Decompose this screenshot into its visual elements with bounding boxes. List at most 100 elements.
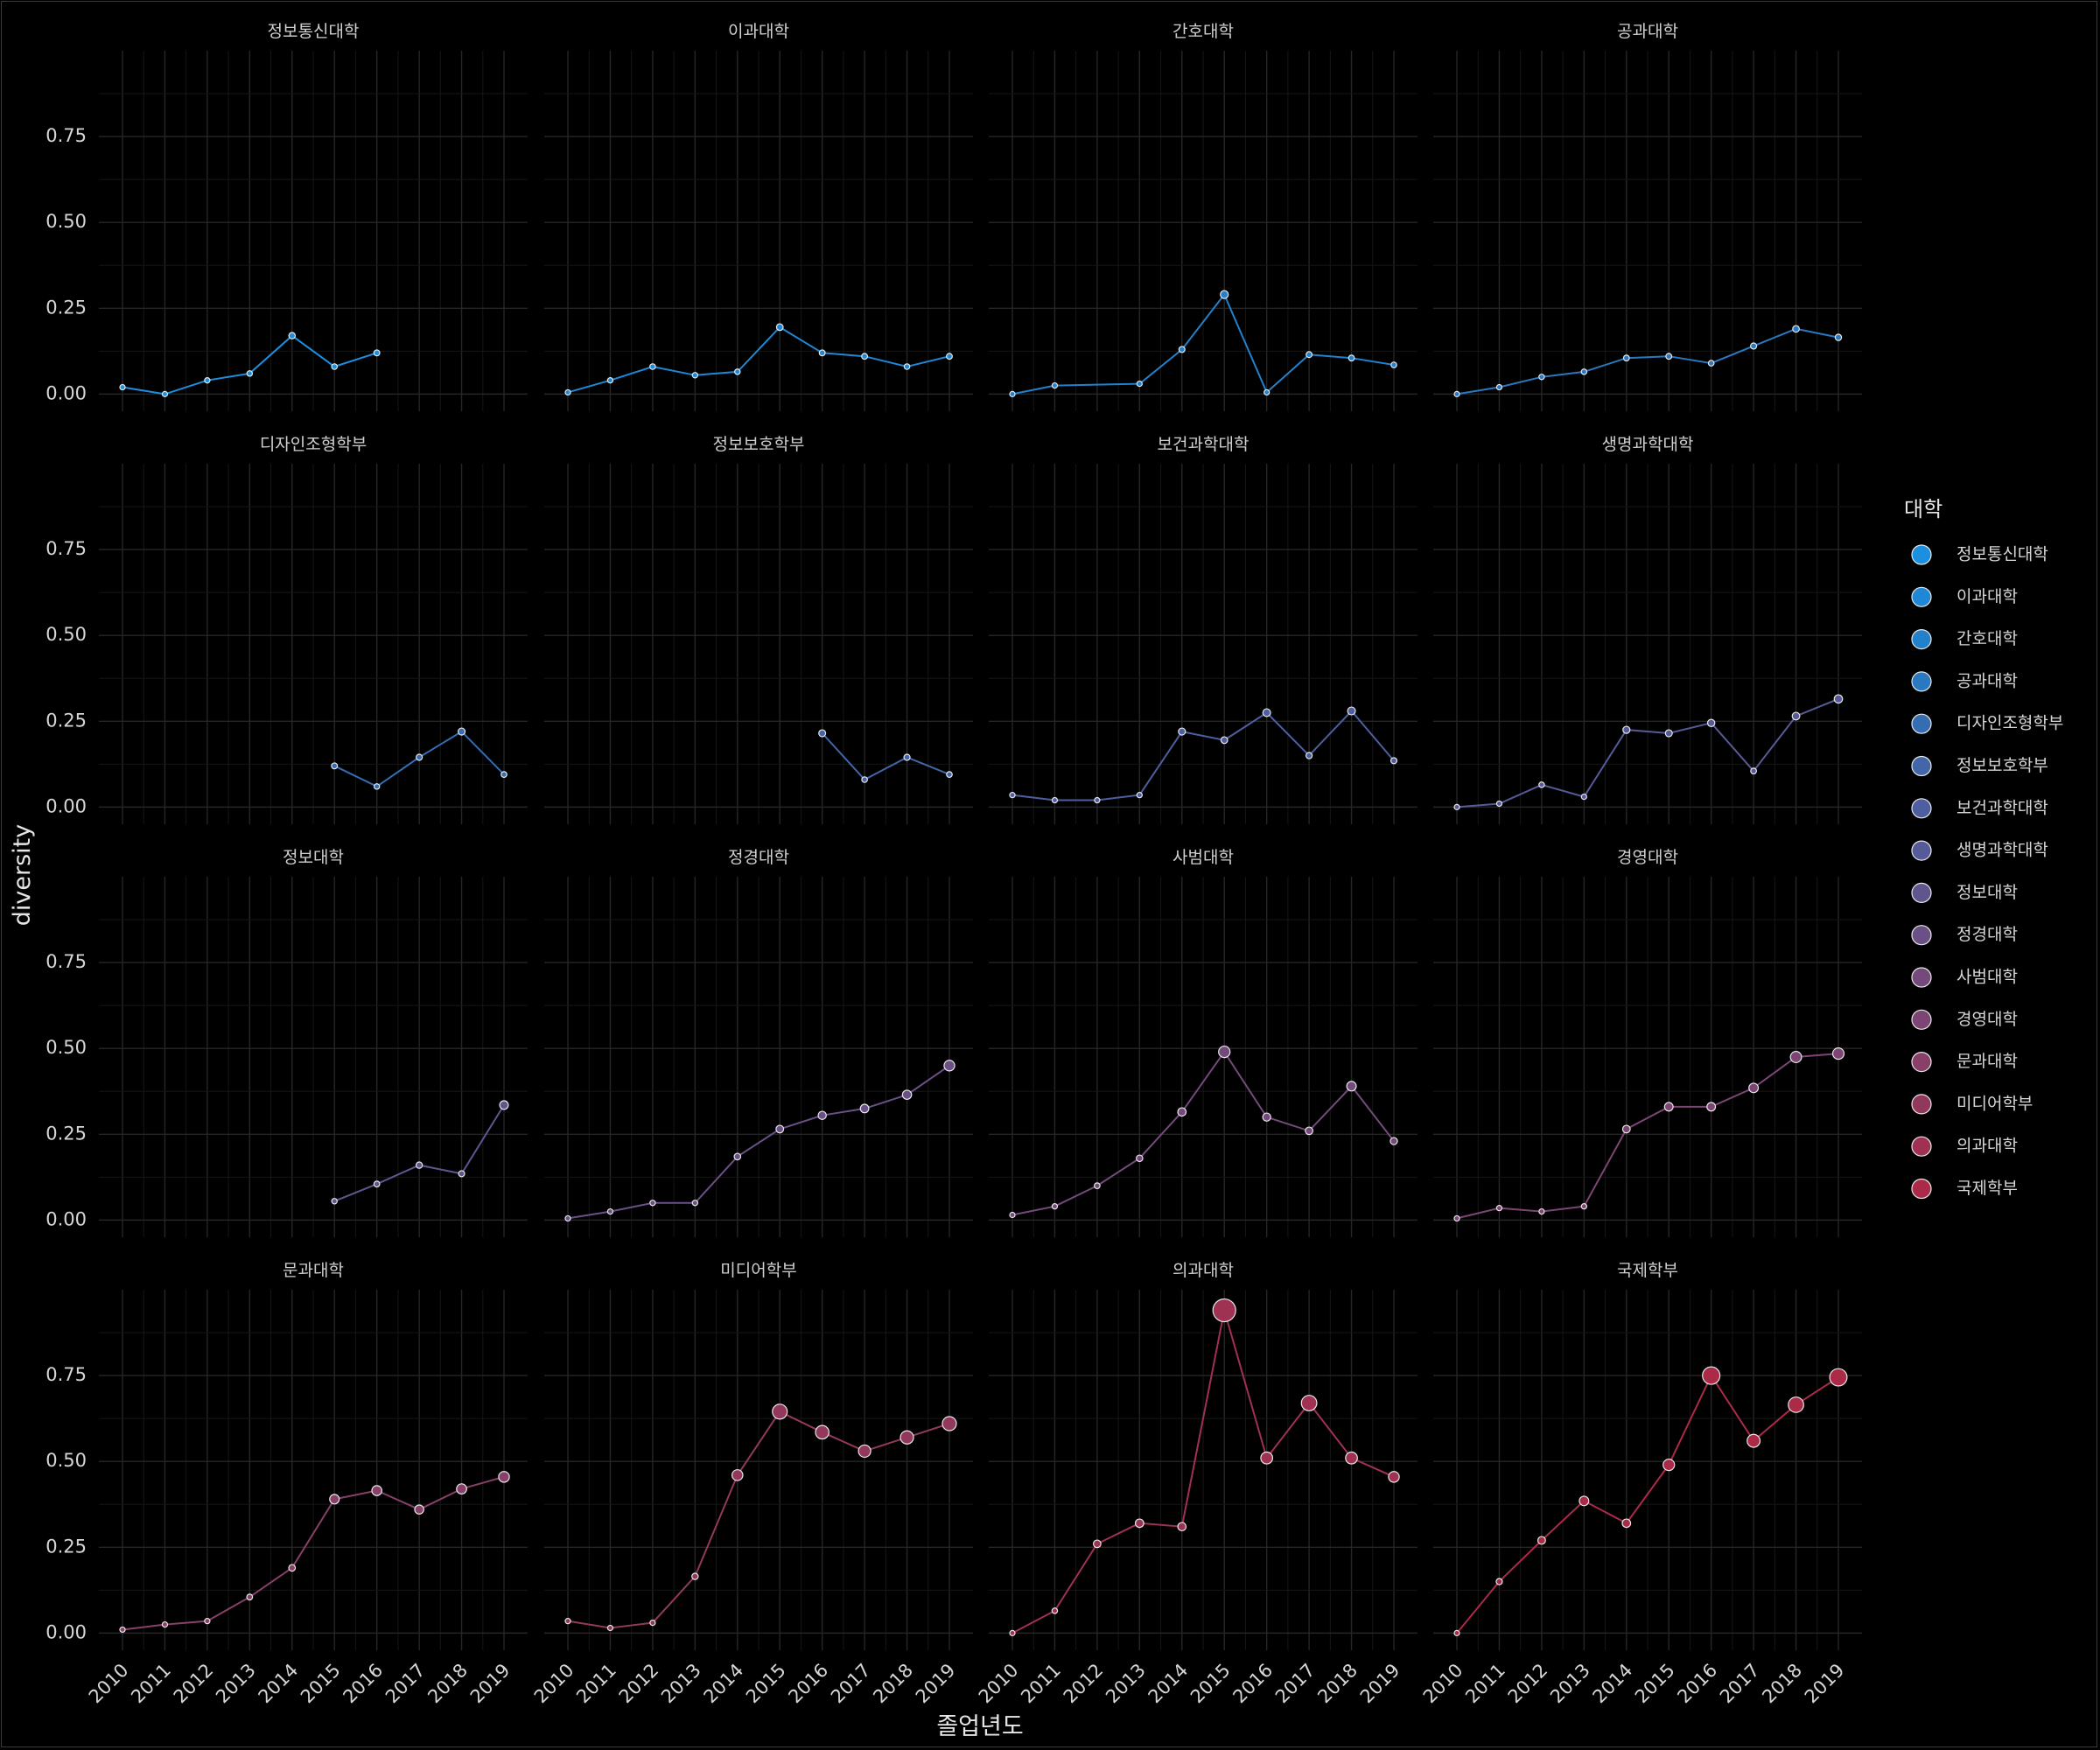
data-point [119, 1626, 126, 1634]
facet-panel: 공과대학 [1433, 22, 1862, 411]
data-point [1746, 1433, 1761, 1448]
facet-title: 생명과학대학 [1602, 435, 1694, 454]
data-point [1345, 1451, 1358, 1465]
facet-title: 문과대학 [283, 1261, 344, 1280]
series-line [567, 1064, 950, 1220]
legend: 대학 정보통신대학이과대학간호대학공과대학디자인조형학부정보보호학부보건과학대학… [1904, 497, 2063, 1200]
data-point [1390, 361, 1397, 368]
data-point [775, 323, 784, 332]
x-tick-label: 2015 [1186, 1660, 1235, 1708]
data-point [691, 1200, 699, 1207]
data-point [1136, 791, 1143, 799]
x-tick-label: 2011 [572, 1660, 620, 1708]
facet-title: 간호대학 [1172, 22, 1234, 41]
data-point [1178, 346, 1186, 354]
legend-item: 정경대학 [1911, 925, 2018, 946]
data-point [416, 753, 424, 761]
legend-key [1911, 967, 1932, 988]
data-point [901, 1089, 913, 1100]
data-point [1495, 383, 1503, 391]
data-point [1789, 1051, 1802, 1063]
data-point [818, 349, 826, 357]
data-point [942, 1416, 957, 1432]
legend-label: 정보대학 [1956, 883, 2018, 902]
x-tick-label: 2017 [827, 1660, 875, 1708]
facet-title: 공과대학 [1617, 22, 1678, 41]
data-point [1788, 1396, 1804, 1413]
legend-label: 정보통신대학 [1956, 545, 2048, 564]
legend-title: 대학 [1904, 497, 1942, 522]
legend-key [1911, 1136, 1932, 1157]
data-point [946, 353, 953, 360]
data-point [1094, 796, 1101, 804]
data-point [1305, 1126, 1313, 1136]
data-point [1262, 708, 1271, 718]
data-point [1580, 368, 1588, 375]
x-tick-label: 2012 [170, 1660, 218, 1708]
data-point [415, 1161, 424, 1169]
x-tick-label: 2016 [1673, 1660, 1721, 1708]
data-point [1305, 752, 1313, 760]
x-tick-label: 2017 [382, 1660, 430, 1708]
legend-key [1911, 586, 1932, 607]
legend-item: 경영대학 [1911, 1009, 2018, 1030]
data-point [1134, 1518, 1144, 1529]
data-point [775, 1124, 785, 1134]
facet-title: 사범대학 [1172, 848, 1234, 867]
x-tick-label: 2018 [1313, 1660, 1362, 1708]
legend-item: 보건과학대학 [1911, 798, 2048, 819]
series-line [567, 326, 950, 394]
y-tick-label: 0.75 [46, 1364, 87, 1385]
data-point [119, 383, 126, 391]
legend-key [1911, 882, 1932, 904]
x-tick-label: 2013 [1102, 1660, 1150, 1708]
data-point [1538, 374, 1545, 381]
x-tick-label: 2015 [742, 1660, 790, 1708]
data-point [859, 1103, 870, 1114]
legend-key [1911, 925, 1932, 946]
data-point [1051, 1203, 1059, 1210]
legend-label: 디자인조형학부 [1956, 714, 2063, 733]
data-point [818, 729, 827, 738]
legend-key [1911, 628, 1932, 650]
data-point [246, 1593, 254, 1601]
y-tick-label: 0.25 [46, 1123, 87, 1144]
data-point [373, 1180, 381, 1188]
data-point [204, 377, 211, 384]
legend-item: 정보통신대학 [1911, 544, 2048, 565]
facet-panel: 국제학부 201020112012201320142015201620172018… [1419, 1261, 1862, 1707]
data-point [1536, 1536, 1546, 1545]
legend-item: 정보보호학부 [1911, 755, 2048, 777]
y-tick-label: 0.75 [46, 125, 87, 146]
series-line [1456, 1374, 1839, 1634]
data-point [1306, 351, 1313, 359]
x-tick-label: 2017 [1271, 1660, 1320, 1708]
y-tick-label: 0.25 [46, 297, 87, 318]
data-point [1009, 791, 1016, 799]
legend-item: 미디어학부 [1911, 1094, 2033, 1115]
x-tick-label: 2011 [1461, 1660, 1509, 1708]
legend-item: 간호대학 [1911, 628, 2018, 650]
legend-item: 디자인조형학부 [1911, 713, 2063, 734]
legend-item: 이과대학 [1911, 586, 2018, 607]
facet-title: 국제학부 [1617, 1261, 1678, 1280]
data-point [1009, 1211, 1016, 1219]
data-point [414, 1504, 424, 1515]
x-tick-label: 2011 [127, 1660, 175, 1708]
x-tick-label: 2016 [784, 1660, 832, 1708]
facet-panel: 정경대학 [544, 848, 973, 1237]
data-point [498, 1471, 510, 1483]
data-point [1348, 354, 1355, 362]
data-point [1177, 1107, 1187, 1117]
data-point [1495, 1204, 1503, 1212]
x-tick-label: 2010 [1419, 1660, 1467, 1708]
data-point [1621, 1124, 1631, 1134]
data-point [861, 776, 868, 783]
facet-panel: 생명과학대학 [1433, 435, 1862, 824]
data-point [1834, 333, 1843, 341]
data-point [946, 771, 953, 778]
x-tick-label: 2019 [912, 1660, 960, 1708]
data-point [1177, 1522, 1187, 1532]
data-point [1051, 1607, 1059, 1614]
